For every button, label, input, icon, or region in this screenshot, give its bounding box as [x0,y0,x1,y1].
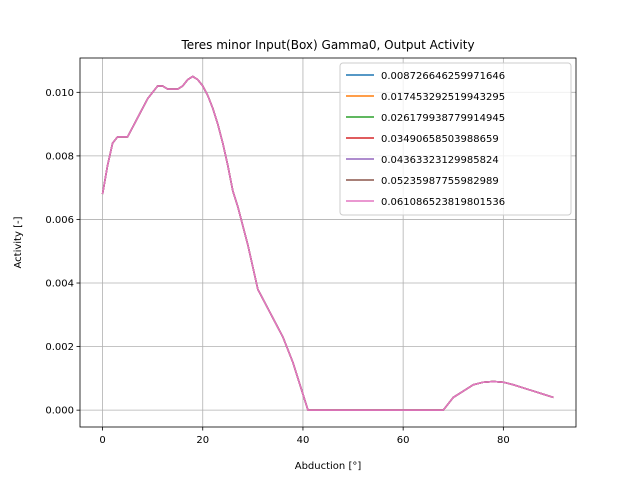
legend-label-6: 0.05235987755982989 [381,176,499,187]
legend-box [339,62,572,216]
series-layer [101,75,554,411]
y-tick-label: 0.006 [45,215,74,226]
series-line-7 [101,75,554,411]
legend-label-5: 0.04363323129985824 [381,155,499,166]
x-tick-label: 80 [497,435,510,446]
y-tick-label: 0.000 [45,406,74,417]
y-tick-label: 0.008 [45,151,74,162]
legend-label-7: 0.061086523819801536 [381,197,505,208]
x-tick-label: 40 [297,435,310,446]
y-tick-label: 0.002 [45,342,74,353]
legend-label-1: 0.008726646259971646 [381,71,505,82]
chart-title: Teres minor Input(Box) Gamma0, Output Ac… [180,38,474,52]
ticks: 0 20 40 60 80 0.000 0.002 0.004 0.006 0.008 0.010 [45,88,509,446]
legend: 0.008726646259971646 0.017453292519943295… [339,62,572,216]
x-tick-label: 0 [99,435,105,446]
plot-frame [79,57,577,428]
y-tick-label: 0.010 [45,88,74,99]
y-tick-label: 0.004 [45,279,74,290]
legend-label-2: 0.017453292519943295 [381,92,505,103]
x-axis-label: Abduction [°] [295,461,362,472]
y-axis-label: Activity [-] [13,216,24,268]
legend-label-3: 0.026179938779914945 [381,113,505,124]
legend-label-4: 0.03490658503988659 [381,134,499,145]
x-tick-label: 60 [397,435,410,446]
x-tick-label: 20 [196,435,209,446]
